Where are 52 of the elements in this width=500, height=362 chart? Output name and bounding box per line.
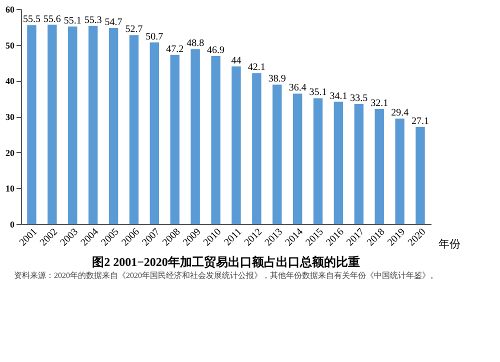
data-label: 34.1 — [330, 90, 348, 102]
bar — [354, 104, 364, 224]
data-label: 50.7 — [146, 31, 164, 42]
bar — [395, 118, 404, 224]
text: 资料来源：2020年的数据来自《2020年国民经济和社会发展统计公报》，其他年份数据来自有关年份《中国统计年鉴》。 — [14, 271, 438, 280]
bar — [334, 102, 344, 224]
data-label: 29.4 — [391, 108, 409, 119]
data-label: 55.5 — [22, 14, 40, 26]
bar — [129, 35, 139, 224]
data-label: 44 — [231, 55, 242, 66]
bar — [416, 126, 425, 224]
bar — [211, 56, 220, 224]
bar — [374, 108, 384, 224]
bar — [313, 98, 323, 224]
bar — [68, 26, 78, 224]
bar — [190, 49, 200, 224]
data-label: 35.1 — [309, 87, 327, 98]
x-tick-label: 2011 — [222, 226, 244, 248]
data-label: 54.7 — [104, 16, 122, 28]
data-label: 33.5 — [350, 92, 368, 104]
data-label: 48.8 — [186, 38, 204, 50]
bar — [252, 73, 262, 224]
y-tick-label: 60 — [6, 4, 15, 14]
data-label: 27.1 — [412, 116, 430, 127]
x-axis-title: 年份 — [438, 238, 460, 250]
y-tick-label: 50 — [6, 40, 15, 50]
bar — [232, 66, 241, 224]
y-tick-label: 0 — [10, 220, 15, 230]
y-tick-label: 20 — [6, 148, 15, 158]
data-label: 36.4 — [288, 82, 306, 94]
text: 图2 2001−2020年加工贸易出口额占出口总额的比重 — [92, 255, 360, 269]
data-label: 38.9 — [268, 74, 286, 85]
data-label: 42.1 — [248, 62, 266, 74]
data-label: 32.1 — [370, 98, 388, 109]
bar — [108, 28, 118, 224]
y-tick-label: 40 — [6, 76, 15, 86]
y-tick-label: 10 — [6, 184, 15, 194]
bar — [150, 42, 160, 224]
data-label: 55.1 — [64, 16, 82, 27]
bar — [170, 54, 180, 224]
y-tick-label: 30 — [6, 112, 15, 122]
data-label: 52.7 — [125, 24, 143, 36]
x-tick-label: 2001 — [18, 226, 40, 248]
bar — [48, 24, 57, 224]
bar — [292, 94, 302, 224]
bar — [272, 84, 282, 224]
bar — [27, 25, 36, 224]
data-label: 46.9 — [207, 44, 225, 56]
data-label: 47.2 — [166, 44, 184, 55]
bar — [88, 26, 98, 224]
data-label: 55.3 — [84, 14, 102, 26]
data-label: 55.6 — [43, 14, 61, 25]
